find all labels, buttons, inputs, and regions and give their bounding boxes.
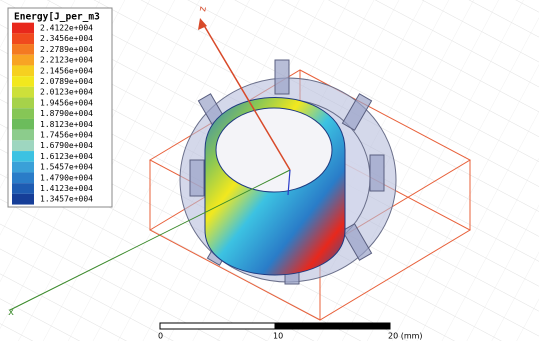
legend-label: 1.4123e+004: [40, 184, 93, 193]
legend-swatch: [12, 108, 34, 119]
legend-label: 2.0123e+004: [40, 88, 93, 97]
legend-swatch: [12, 23, 34, 34]
legend-swatch: [12, 44, 34, 55]
legend-swatch: [12, 119, 34, 130]
legend-label: 1.7456e+004: [40, 131, 93, 140]
legend-label: 1.9456e+004: [40, 98, 93, 107]
legend-label: 2.3456e+004: [40, 34, 93, 43]
legend-swatch: [12, 194, 34, 205]
legend-swatch: [12, 98, 34, 109]
legend-swatch: [12, 183, 34, 194]
legend-label: 1.8123e+004: [40, 120, 93, 129]
legend-label: 1.8790e+004: [40, 109, 93, 118]
legend-swatch: [12, 130, 34, 141]
legend-label: 2.0789e+004: [40, 77, 93, 86]
scale-label: 0: [158, 332, 163, 341]
legend-label: 1.3457e+004: [40, 195, 93, 204]
legend-swatch: [12, 140, 34, 151]
legend-label: 1.6790e+004: [40, 141, 93, 150]
legend-swatch: [12, 172, 34, 183]
legend-swatch: [12, 76, 34, 87]
scale-bar-black: [275, 323, 390, 329]
legend-swatch: [12, 65, 34, 76]
legend-title: Energy[J_per_m3: [14, 12, 100, 23]
legend-label: 1.6123e+004: [40, 152, 93, 161]
legend-label: 1.4790e+004: [40, 173, 93, 182]
legend-swatch: [12, 87, 34, 98]
viewport: z x Energy[J_per_m3 2.4122e+0042.3456e+0…: [0, 0, 539, 341]
legend-label: 2.4122e+004: [40, 24, 93, 33]
scale-label: 20 (mm): [388, 332, 423, 341]
legend-label: 2.1456e+004: [40, 66, 93, 75]
x-label: x: [8, 307, 14, 318]
page: z x Energy[J_per_m3 2.4122e+0042.3456e+0…: [0, 0, 539, 341]
legend-label: 2.2789e+004: [40, 45, 93, 54]
scale-bar-white: [160, 323, 275, 329]
legend-swatch: [12, 55, 34, 66]
legend-label: 1.5457e+004: [40, 163, 93, 172]
legend-swatch: [12, 162, 34, 173]
cylinder-hole: [216, 108, 332, 192]
scale-label: 10: [273, 332, 283, 341]
legend-swatch: [12, 151, 34, 162]
legend-swatch: [12, 33, 34, 44]
legend-label: 2.2123e+004: [40, 56, 93, 65]
